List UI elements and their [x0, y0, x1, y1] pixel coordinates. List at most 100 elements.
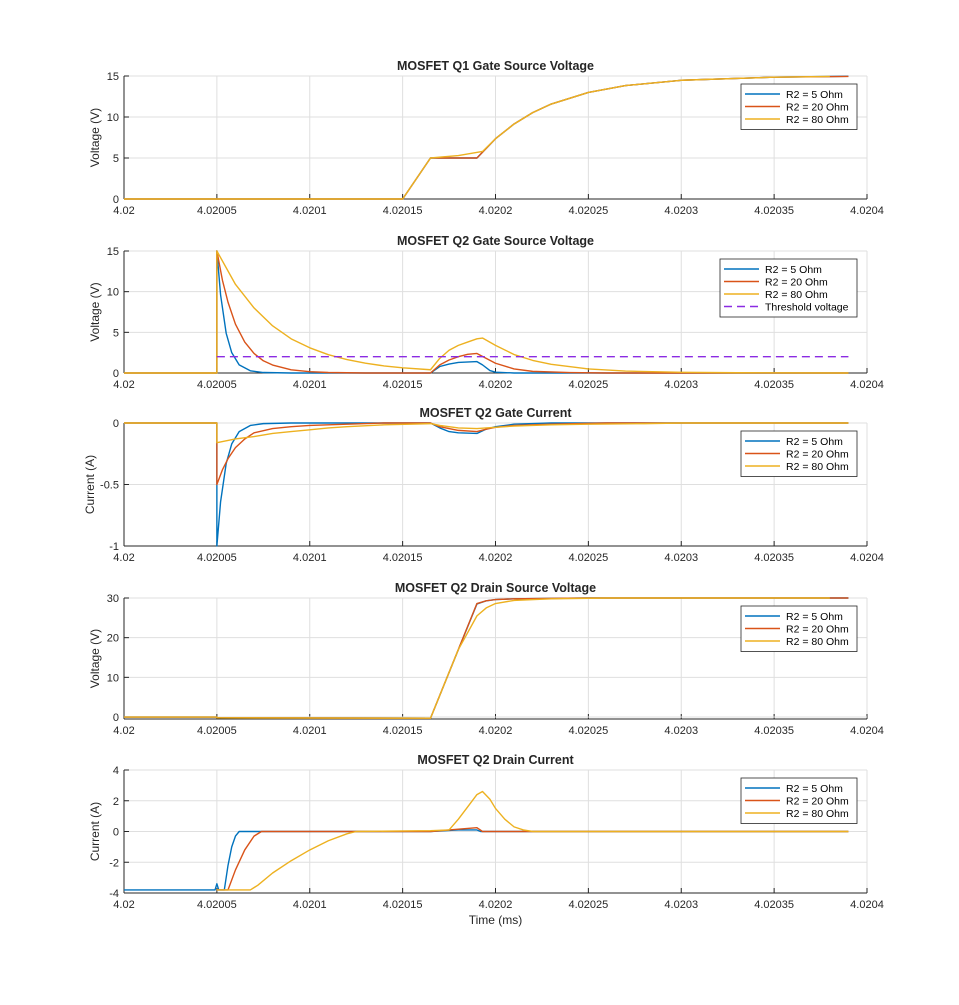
y-tick-label: 2 [113, 796, 119, 808]
x-tick-label: 4.0203 [664, 379, 698, 391]
x-tick-label: 4.02025 [568, 725, 608, 737]
legend-entry: R2 = 5 Ohm [786, 89, 843, 101]
series-line-r2-80-ohm [124, 75, 830, 200]
x-tick-label: 4.0204 [850, 552, 884, 564]
x-tick-label: 4.02035 [754, 205, 794, 217]
x-tick-label: 4.0204 [850, 899, 884, 911]
y-axis-label: Voltage (V) [88, 629, 102, 688]
subplot-title: MOSFET Q2 Drain Current [417, 753, 574, 767]
x-tick-label: 4.02035 [754, 725, 794, 737]
legend-entry: R2 = 80 Ohm [786, 636, 849, 648]
subplot-title: MOSFET Q2 Gate Source Voltage [397, 234, 594, 248]
x-tick-label: 4.02 [113, 552, 134, 564]
y-tick-label: 4 [113, 765, 119, 777]
y-tick-label: 15 [107, 246, 119, 258]
x-tick-label: 4.02025 [568, 205, 608, 217]
x-tick-label: 4.02005 [197, 205, 237, 217]
x-tick-label: 4.02005 [197, 379, 237, 391]
x-tick-label: 4.02015 [383, 725, 423, 737]
x-tick-label: 4.02015 [383, 379, 423, 391]
x-tick-label: 4.0202 [479, 725, 513, 737]
x-tick-label: 4.0201 [293, 205, 327, 217]
x-tick-label: 4.02035 [754, 379, 794, 391]
legend-entry: Threshold voltage [765, 302, 849, 314]
legend-entry: R2 = 80 Ohm [765, 289, 828, 301]
x-tick-label: 4.02025 [568, 552, 608, 564]
y-tick-label: 0 [113, 368, 119, 380]
y-tick-label: 15 [107, 71, 119, 83]
x-tick-label: 4.0203 [664, 552, 698, 564]
y-tick-label: 0 [113, 712, 119, 724]
y-tick-label: -4 [109, 888, 119, 900]
series-line-r2-80-ohm [124, 422, 849, 444]
x-tick-label: 4.0204 [850, 379, 884, 391]
x-tick-label: 4.02005 [197, 899, 237, 911]
legend-entry: R2 = 20 Ohm [786, 796, 849, 808]
x-tick-label: 4.0201 [293, 899, 327, 911]
x-axis-label: Time (ms) [469, 913, 523, 927]
subplot-1: 4.02 4.02005 4.0201 4.02015 4.0202 4.02025 4.0… [88, 59, 884, 217]
y-tick-label: 20 [107, 633, 119, 645]
y-tick-label: 0 [113, 827, 119, 839]
x-tick-label: 4.02015 [383, 552, 423, 564]
legend-entry: R2 = 80 Ohm [786, 461, 849, 473]
x-tick-label: 4.02005 [197, 725, 237, 737]
y-tick-label: -1 [109, 541, 119, 553]
y-tick-label: 10 [107, 287, 119, 299]
x-tick-label: 4.02005 [197, 552, 237, 564]
x-tick-label: 4.02015 [383, 899, 423, 911]
x-tick-label: 4.02 [113, 379, 134, 391]
x-tick-label: 4.02015 [383, 205, 423, 217]
x-tick-label: 4.0204 [850, 205, 884, 217]
x-tick-label: 4.0204 [850, 725, 884, 737]
x-tick-label: 4.02 [113, 725, 134, 737]
x-tick-label: 4.0203 [664, 725, 698, 737]
legend-entry: R2 = 20 Ohm [765, 277, 828, 289]
subplot-title: MOSFET Q1 Gate Source Voltage [397, 59, 594, 73]
subplot-2: 4.02 4.02005 4.0201 4.02015 4.0202 4.02025 4.0… [88, 234, 884, 391]
legend-entry: R2 = 5 Ohm [786, 611, 843, 623]
x-tick-label: 4.0202 [479, 379, 513, 391]
x-tick-label: 4.02035 [754, 899, 794, 911]
x-tick-label: 4.02025 [568, 899, 608, 911]
x-tick-label: 4.0202 [479, 552, 513, 564]
legend-entry: R2 = 20 Ohm [786, 449, 849, 461]
x-tick-label: 4.02035 [754, 552, 794, 564]
y-tick-label: 10 [107, 112, 119, 124]
series-line-r2-80-ohm [124, 250, 849, 374]
y-tick-label: 5 [113, 153, 119, 165]
legend-entry: R2 = 80 Ohm [786, 114, 849, 126]
legend-entry: R2 = 80 Ohm [786, 808, 849, 820]
series-line-r2-20-ohm [124, 250, 849, 374]
x-tick-label: 4.0202 [479, 899, 513, 911]
x-tick-label: 4.0201 [293, 552, 327, 564]
y-tick-label: 10 [107, 672, 119, 684]
y-axis-label: Voltage (V) [88, 282, 102, 341]
y-tick-label: 0 [113, 418, 119, 430]
y-tick-label: 0 [113, 194, 119, 206]
series-line-r2-80-ohm [124, 597, 830, 719]
y-axis-label: Current (A) [88, 802, 102, 861]
series-line-r2-20-ohm [216, 826, 849, 891]
x-tick-label: 4.0203 [664, 899, 698, 911]
x-tick-label: 4.02 [113, 205, 134, 217]
legend-entry: R2 = 20 Ohm [786, 624, 849, 636]
legend-entry: R2 = 5 Ohm [786, 436, 843, 448]
subplot-4: 4.02 4.02005 4.0201 4.02015 4.0202 4.02025 4.0… [88, 581, 884, 737]
y-axis-label: Voltage (V) [88, 108, 102, 167]
legend-entry: R2 = 5 Ohm [786, 783, 843, 795]
y-tick-label: -0.5 [100, 480, 119, 492]
legend-entry: R2 = 5 Ohm [765, 264, 822, 276]
subplot-title: MOSFET Q2 Drain Source Voltage [395, 581, 596, 595]
subplot-title: MOSFET Q2 Gate Current [419, 406, 572, 420]
legend-entry: R2 = 20 Ohm [786, 102, 849, 114]
y-tick-label: 5 [113, 327, 119, 339]
x-tick-label: 4.0203 [664, 205, 698, 217]
x-tick-label: 4.02 [113, 899, 134, 911]
